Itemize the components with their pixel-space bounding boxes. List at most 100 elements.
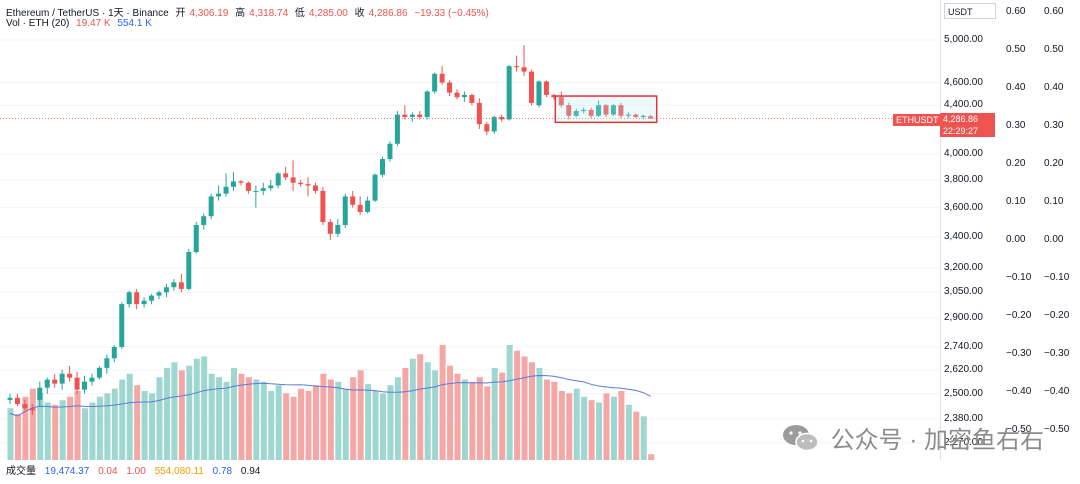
candle-body <box>268 185 274 189</box>
price-tick-label: 2,380.00 <box>944 412 983 424</box>
volume-bar <box>290 396 297 460</box>
volume-bar <box>245 377 252 460</box>
candle-body <box>29 408 35 411</box>
candle-body <box>454 92 460 98</box>
secondary-axis-label: 0.00 <box>1006 234 1026 245</box>
candle-body <box>424 91 430 117</box>
volume-bar <box>52 404 59 460</box>
volume-bar <box>74 391 81 460</box>
candle-body <box>536 81 542 106</box>
low-label: 低 <box>294 8 305 19</box>
candle-body <box>67 373 73 378</box>
candle-body <box>596 105 602 116</box>
secondary-axis-label: 0.20 <box>1006 158 1026 169</box>
volume-ma-line <box>9 374 651 417</box>
candle-body <box>506 66 512 120</box>
candle-body <box>320 190 326 223</box>
price-tick-label: 3,050.00 <box>944 286 983 298</box>
high-value: 4,318.74 <box>249 8 289 19</box>
candle-body <box>514 66 520 68</box>
volume-bar <box>484 386 491 460</box>
watermark: 公众号 · 加密鱼右右 <box>781 420 1044 455</box>
price-tick-label: 2,740.00 <box>944 340 983 352</box>
volume-bar <box>253 379 260 460</box>
volume-bar <box>521 356 528 460</box>
volume-bar <box>320 373 327 460</box>
volume-bar <box>335 381 342 460</box>
candle-body <box>216 193 222 197</box>
volume-bar <box>111 388 118 460</box>
price-tick-label: 4,400.00 <box>944 99 983 111</box>
overlay <box>0 95 940 124</box>
high-label: 高 <box>235 8 246 19</box>
low-value: 4,285.00 <box>308 8 348 19</box>
countdown-tag: 22:29:27 <box>940 125 995 137</box>
secondary-axis-label: 0.50 <box>1006 44 1026 55</box>
indicator-values-bar: 成交量 19,474.37 0.04 1.00 554,080.11 0.78 … <box>0 462 1080 484</box>
volume-bar <box>89 402 96 460</box>
volume-bar <box>208 373 215 460</box>
volume-bar <box>141 391 148 460</box>
price-tick-label: 3,800.00 <box>944 174 983 186</box>
tertiary-axis-label: 0.30 <box>1044 120 1064 131</box>
tertiary-axis-label: 0.10 <box>1044 196 1064 207</box>
candle-body <box>275 173 281 186</box>
secondary-axis-label: −0.30 <box>1006 348 1032 359</box>
volume-bar <box>476 377 483 460</box>
price-axis[interactable] <box>940 0 1002 460</box>
candle-body <box>208 196 214 217</box>
candle-body <box>163 287 169 293</box>
volume-bar <box>29 388 36 460</box>
volume-bar <box>566 393 573 460</box>
volume-bar <box>96 396 103 460</box>
volume-bar <box>149 393 156 460</box>
candle-body <box>134 292 140 305</box>
candle-body <box>432 73 438 92</box>
candle-body <box>283 173 289 178</box>
candle-body <box>439 73 445 83</box>
volume-bar <box>625 404 632 460</box>
candle-body <box>22 404 28 409</box>
close-label: 收 <box>354 8 365 19</box>
bottom-v3: 1.00 <box>126 466 146 477</box>
candle-body <box>223 186 229 194</box>
volume-bar <box>573 388 580 460</box>
candle-body <box>402 114 408 117</box>
candle-body <box>126 292 132 305</box>
volume-bar <box>447 365 454 460</box>
volume-bar <box>432 370 439 460</box>
tertiary-axis-label: 0.40 <box>1044 82 1064 93</box>
candle-body <box>59 373 65 384</box>
volume-bar <box>82 408 88 460</box>
candle-body <box>342 196 348 225</box>
volume-bar <box>186 365 193 460</box>
candle-body <box>290 177 296 183</box>
volume-bar <box>499 372 506 460</box>
volume-bar <box>394 377 401 460</box>
volume-bar <box>238 373 245 460</box>
volume-bar <box>380 393 386 460</box>
candle-body <box>141 300 147 305</box>
tertiary-axis-label: −0.10 <box>1044 272 1070 283</box>
candle-body <box>618 105 624 116</box>
volume-bar <box>163 368 170 460</box>
volume-bar <box>618 391 625 460</box>
symbol-title[interactable]: Ethereum / TetherUS · 1天 · Binance <box>6 8 169 19</box>
volume-label[interactable]: Vol · ETH (20) <box>6 18 70 29</box>
volume-bar <box>596 402 603 460</box>
candle-body <box>543 81 549 95</box>
unit-selector[interactable]: USDT <box>944 3 996 19</box>
candle-body <box>648 116 654 119</box>
candle-body <box>365 200 371 212</box>
candle-body <box>387 143 393 160</box>
volume-bar <box>469 381 476 460</box>
candle-body <box>156 292 162 296</box>
candle-body <box>521 67 527 72</box>
volume-bar <box>312 385 319 460</box>
price-tick-label: 3,400.00 <box>944 230 983 242</box>
volume-bar <box>491 368 498 460</box>
candle-body <box>640 115 646 117</box>
volume-bar <box>581 396 588 460</box>
